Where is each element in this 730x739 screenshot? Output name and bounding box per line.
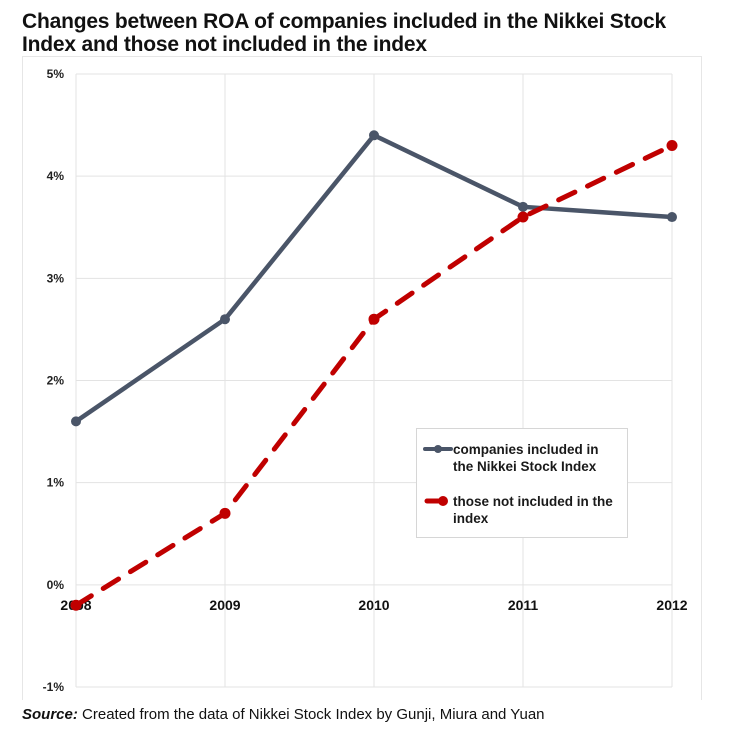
legend-label-line: those not included in the: [453, 494, 613, 509]
y-tick-label: 3%: [47, 271, 65, 285]
y-tick-label: 2%: [47, 374, 65, 388]
y-tick-label: 0%: [47, 578, 65, 592]
data-point: [220, 314, 230, 325]
legend-symbol-not-included: [424, 496, 448, 506]
legend: companies included in the Nikkei Stock I…: [416, 428, 628, 538]
chart-frame: [22, 56, 702, 700]
x-axis-ticks: 20082009201020112012: [60, 597, 687, 613]
legend-label-not-included: those not included in the index: [453, 493, 623, 527]
source-text: Created from the data of Nikkei Stock In…: [77, 706, 545, 723]
data-point: [71, 416, 81, 427]
source-note: Source: Created from the data of Nikkei …: [22, 706, 545, 723]
data-point: [368, 313, 380, 325]
series-included: [71, 130, 677, 427]
legend-label-line: index: [453, 511, 489, 526]
data-point: [219, 507, 231, 519]
y-axis-ticks: -1% 0% 1% 2% 3% 4% 5%: [43, 67, 65, 694]
data-point: [517, 211, 529, 223]
series-not-included: [70, 140, 678, 611]
x-tick-label: 2009: [209, 597, 240, 613]
y-tick-label: -1%: [43, 680, 65, 694]
y-tick-label: 5%: [47, 67, 65, 81]
data-point: [666, 140, 678, 152]
legend-label-included: companies included in the Nikkei Stock I…: [453, 441, 623, 475]
gridlines: [75, 73, 673, 688]
legend-item-not-included: those not included in the index: [423, 493, 623, 527]
x-tick-label: 2010: [358, 597, 389, 613]
x-tick-label: 2011: [508, 597, 539, 613]
data-point: [369, 130, 379, 141]
data-point: [70, 599, 82, 611]
legend-symbol-included: [423, 445, 453, 453]
y-tick-label: 1%: [47, 476, 65, 490]
legend-label-line: companies included in: [453, 442, 599, 457]
data-point: [518, 201, 528, 212]
chart-title: Changes between ROA of companies include…: [22, 10, 666, 56]
y-tick-label: 4%: [47, 169, 65, 183]
legend-label-line: the Nikkei Stock Index: [453, 459, 597, 474]
x-tick-label: 2012: [656, 597, 687, 613]
data-point: [667, 212, 677, 223]
source-label: Source:: [22, 706, 78, 723]
series: [70, 130, 678, 611]
legend-item-included: companies included in the Nikkei Stock I…: [423, 441, 623, 475]
